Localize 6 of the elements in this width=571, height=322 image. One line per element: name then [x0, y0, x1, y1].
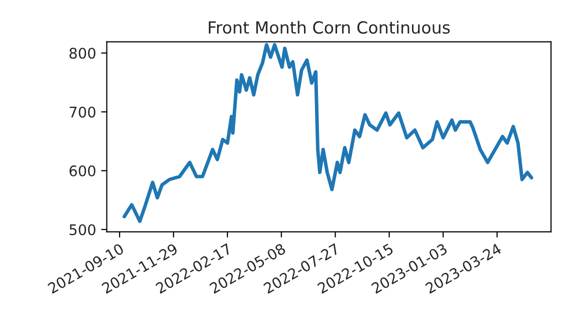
chart-title: Front Month Corn Continuous [208, 20, 450, 34]
line-series [122, 43, 534, 223]
y-tick-label: 700 [70, 106, 96, 118]
y-tick-label: 600 [70, 165, 96, 176]
y-tick-label: 500 [70, 224, 96, 236]
y-tick-label: 800 [70, 48, 96, 59]
